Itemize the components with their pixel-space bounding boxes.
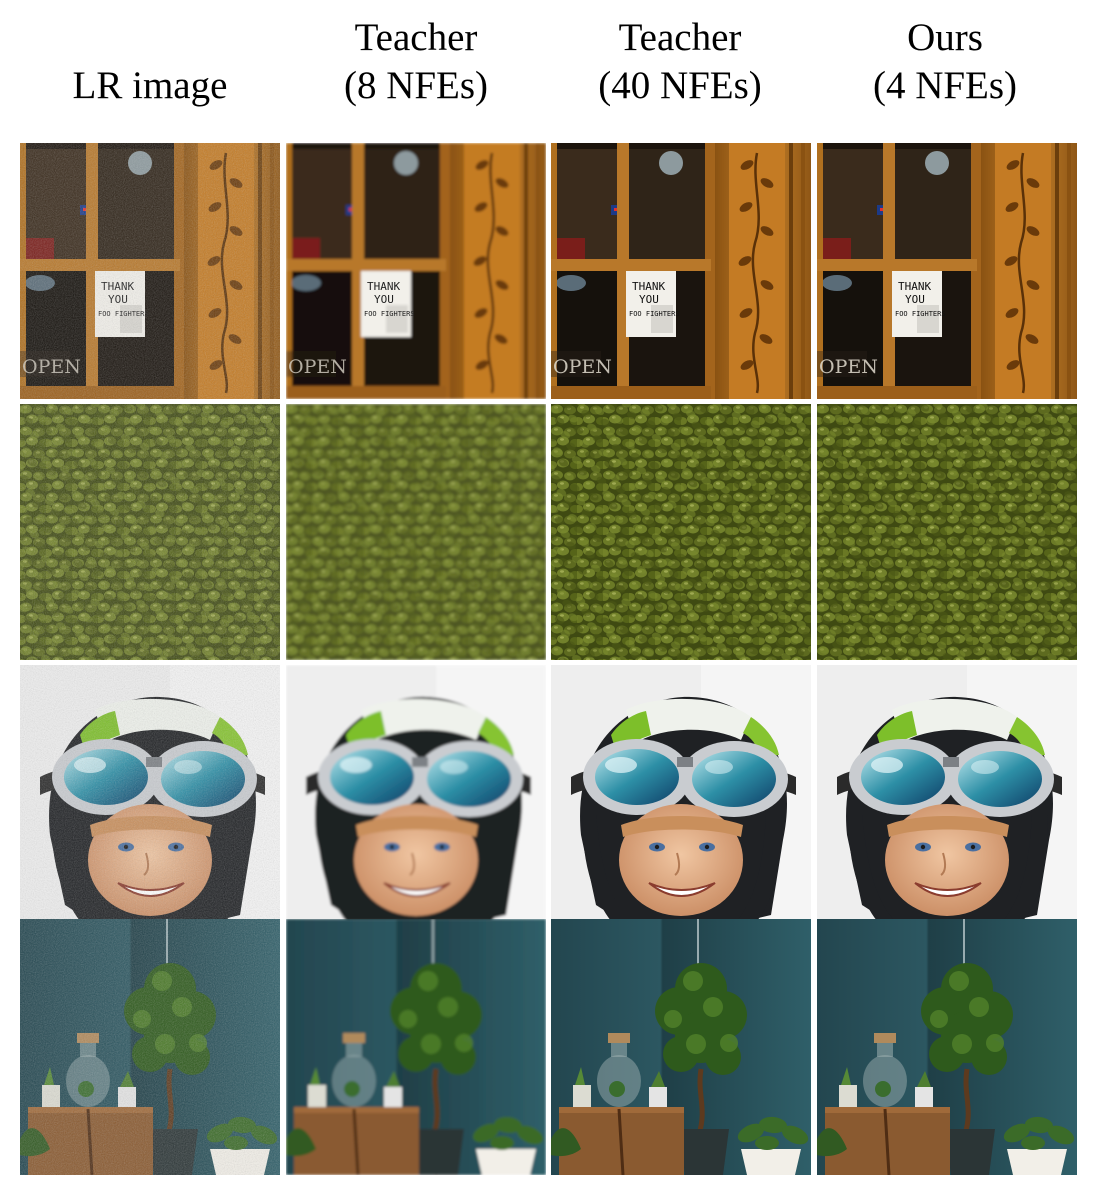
column-headers: LR image Teacher (8 NFEs) Teacher (40 NF… bbox=[0, 0, 1096, 140]
image-ours-child bbox=[817, 665, 1077, 921]
sign-text-thank: THANK bbox=[898, 280, 931, 293]
plants-image bbox=[286, 919, 546, 1175]
column-title-line: (8 NFEs) bbox=[343, 64, 489, 107]
image-teacher40-plants bbox=[551, 919, 811, 1175]
sign-text-you: YOU bbox=[905, 293, 925, 306]
column-title-ours: Ours (4 NFEs) bbox=[814, 14, 1076, 110]
image-teacher40-storefront: THANK YOU FOO FIGHTERS OPEN bbox=[551, 143, 811, 399]
child-image bbox=[286, 665, 546, 921]
door-text-open: OPEN bbox=[288, 356, 347, 378]
image-teacher8-storefront: THANK YOU FOO FIGHTERS OPEN bbox=[286, 143, 546, 399]
column-title-teacher-8: Teacher (8 NFEs) bbox=[285, 14, 547, 110]
sign-text-band: FOO FIGHTERS bbox=[895, 310, 946, 318]
image-teacher40-beans bbox=[551, 404, 811, 660]
storefront-image: THANK YOU FOO FIGHTERS OPEN bbox=[286, 143, 546, 399]
image-lr-storefront: THANK YOU FOO FIGHTERS OPEN bbox=[20, 143, 280, 399]
beans-image bbox=[286, 404, 546, 660]
column-title-line: Ours bbox=[907, 16, 983, 59]
door-text-open: OPEN bbox=[819, 356, 878, 378]
sign-text-you: YOU bbox=[374, 293, 394, 306]
column-title-line: LR image bbox=[72, 64, 228, 107]
image-lr-beans bbox=[20, 404, 280, 660]
sign-text-band: FOO FIGHTERS bbox=[629, 310, 680, 318]
child-image bbox=[551, 665, 811, 921]
storefront-image: THANK YOU FOO FIGHTERS OPEN bbox=[551, 143, 811, 399]
column-title-line: Teacher bbox=[618, 16, 742, 59]
column-title-line: (4 NFEs) bbox=[872, 64, 1018, 107]
column-title-line: Teacher bbox=[354, 16, 478, 59]
beans-image bbox=[551, 404, 811, 660]
plants-image bbox=[817, 919, 1077, 1175]
image-teacher40-child bbox=[551, 665, 811, 921]
child-image bbox=[20, 665, 280, 921]
storefront-image: THANK YOU FOO FIGHTERS OPEN bbox=[817, 143, 1077, 399]
image-teacher8-child bbox=[286, 665, 546, 921]
beans-image bbox=[817, 404, 1077, 660]
image-teacher8-beans bbox=[286, 404, 546, 660]
sign-text-thank: THANK bbox=[632, 280, 665, 293]
beans-image bbox=[20, 404, 280, 660]
plants-image bbox=[20, 919, 280, 1175]
image-teacher8-plants bbox=[286, 919, 546, 1175]
plants-image bbox=[551, 919, 811, 1175]
column-title-line: (40 NFEs) bbox=[598, 64, 762, 107]
image-ours-beans bbox=[817, 404, 1077, 660]
image-lr-plants bbox=[20, 919, 280, 1175]
column-title-lr-image: LR image bbox=[19, 62, 281, 110]
sign-text-you: YOU bbox=[639, 293, 659, 306]
sign-text-band: FOO FIGHTERS bbox=[364, 310, 415, 318]
door-text-open: OPEN bbox=[553, 356, 612, 378]
image-ours-storefront: THANK YOU FOO FIGHTERS OPEN bbox=[817, 143, 1077, 399]
image-ours-plants bbox=[817, 919, 1077, 1175]
child-image bbox=[817, 665, 1077, 921]
image-lr-child bbox=[20, 665, 280, 921]
sign-text-thank: THANK bbox=[367, 280, 400, 293]
column-title-teacher-40: Teacher (40 NFEs) bbox=[549, 14, 811, 110]
storefront-image: THANK YOU FOO FIGHTERS OPEN bbox=[20, 143, 280, 399]
